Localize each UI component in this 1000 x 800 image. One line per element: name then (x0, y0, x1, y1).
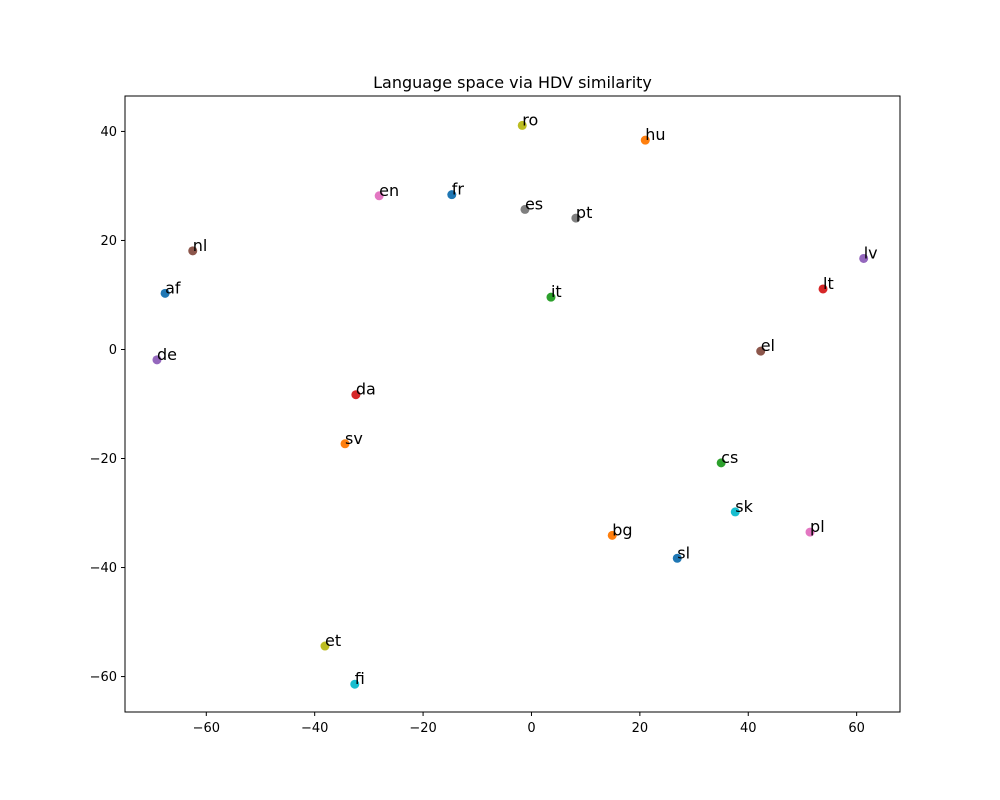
data-point-lv (859, 253, 869, 263)
data-point-es (520, 204, 530, 214)
data-point-fi (350, 679, 360, 689)
point-label-fi: fi (355, 669, 365, 688)
data-point-fr (447, 190, 457, 200)
y-tick-label: 20 (100, 234, 117, 249)
y-tick-label: 0 (109, 343, 117, 358)
y-tick-label: −40 (90, 561, 117, 576)
y-axis: −60 −40 −20 0 20 40 (90, 125, 125, 685)
data-point-bg (607, 530, 617, 540)
data-point-nl (188, 246, 198, 256)
point-label-af: af (165, 278, 181, 297)
point-label-cs: cs (721, 448, 738, 467)
data-point-lt (818, 284, 828, 294)
point-label-bg: bg (612, 520, 632, 539)
x-tick-label: 40 (740, 721, 757, 736)
x-tick-label: −20 (409, 721, 436, 736)
y-tick-label: −20 (90, 452, 117, 467)
data-point-hu (640, 135, 650, 145)
point-label-da: da (356, 380, 376, 399)
x-tick-label: 60 (848, 721, 865, 736)
plot-area (124, 95, 901, 713)
y-tick-label: −60 (90, 670, 117, 685)
data-point-el (756, 346, 766, 356)
point-label-it: it (551, 282, 562, 301)
data-point-de (152, 355, 162, 365)
x-axis: −60 −40 −20 0 20 40 60 (193, 712, 865, 736)
data-point-pt (571, 213, 581, 223)
data-point-sv (340, 439, 350, 449)
data-point-sl (672, 553, 682, 563)
data-point-cs (716, 458, 726, 468)
data-point-it (546, 292, 556, 302)
point-label-sl: sl (677, 543, 690, 562)
point-label-pl: pl (810, 517, 825, 536)
point-label-fr: fr (452, 180, 465, 199)
data-point-ro (517, 120, 527, 130)
data-point-sk (730, 507, 740, 517)
point-label-el: el (761, 336, 775, 355)
point-label-hu: hu (645, 125, 665, 144)
point-label-lv: lv (864, 243, 878, 262)
data-point-et (320, 641, 330, 651)
data-point-af (160, 288, 170, 298)
x-tick-label: 0 (527, 721, 535, 736)
point-label-ro: ro (522, 110, 538, 129)
data-point-en (374, 191, 384, 201)
chart-title: Language space via HDV similarity (373, 73, 652, 92)
point-label-de: de (157, 345, 177, 364)
point-label-nl: nl (193, 236, 208, 255)
point-label-es: es (525, 194, 543, 213)
x-tick-label: −60 (193, 721, 220, 736)
point-label-sk: sk (735, 497, 753, 516)
point-label-pt: pt (576, 203, 592, 222)
point-label-sv: sv (345, 429, 363, 448)
x-tick-label: −40 (301, 721, 328, 736)
x-tick-label: 20 (632, 721, 649, 736)
data-point-da (351, 390, 361, 400)
point-label-et: et (325, 631, 341, 650)
data-point-pl (805, 527, 815, 537)
point-label-en: en (379, 181, 399, 200)
y-tick-label: 40 (100, 125, 117, 140)
point-label-lt: lt (823, 274, 834, 293)
